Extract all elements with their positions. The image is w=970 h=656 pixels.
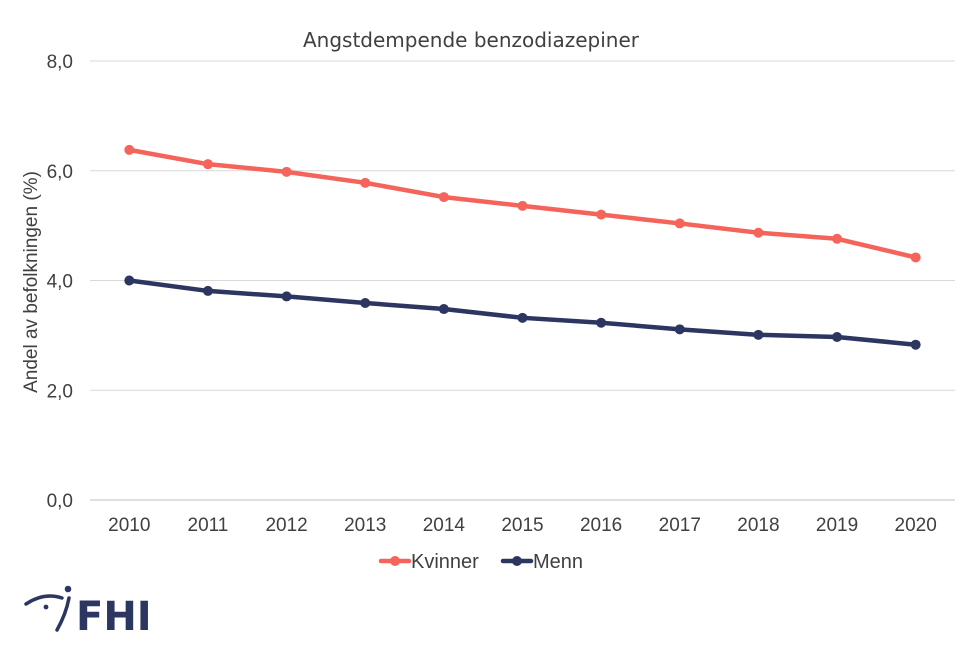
data-point (753, 329, 764, 340)
data-point (910, 339, 921, 350)
x-tick-label: 2015 (501, 515, 543, 536)
series-group (124, 144, 921, 350)
data-point (674, 324, 685, 335)
fhi-logo-icon (24, 585, 72, 632)
data-point (360, 177, 371, 188)
x-tick-label: 2017 (659, 515, 701, 536)
data-point (753, 227, 764, 238)
data-point (281, 291, 292, 302)
data-point (832, 332, 843, 343)
y-tick-label: 2,0 (47, 381, 73, 402)
data-point (674, 218, 685, 229)
fhi-logo-text: FHI (76, 594, 152, 640)
data-point (596, 209, 607, 220)
data-point (281, 166, 292, 177)
x-tick-label: 2016 (580, 515, 622, 536)
x-tick-label: 2011 (188, 515, 229, 536)
legend-swatch-marker (512, 556, 522, 566)
legend-item-menn: Menn (500, 551, 583, 573)
legend: Kvinner Menn (378, 551, 583, 573)
series-line-menn (127, 278, 918, 347)
data-point (517, 200, 528, 211)
legend-item-kvinner: Kvinner (378, 551, 479, 573)
x-tick-label: 2014 (423, 515, 466, 536)
data-point (360, 297, 371, 308)
x-tick-label: 2013 (344, 515, 386, 536)
chart-title: Angstdempende benzodiazepiner (303, 28, 640, 52)
y-tick-label: 8,0 (47, 52, 73, 73)
data-point (124, 144, 135, 155)
y-tick-label: 6,0 (47, 162, 73, 183)
data-point (517, 312, 528, 323)
legend-label: Kvinner (411, 551, 479, 573)
y-tick-label: 4,0 (47, 272, 73, 293)
data-point (438, 192, 449, 203)
data-point (596, 317, 607, 328)
y-axis-ticks: 0,0 2,0 4,0 6,0 8,0 (47, 52, 73, 512)
data-point (124, 275, 135, 286)
fhi-logo: FHI (24, 585, 152, 640)
data-point (832, 233, 843, 244)
legend-label: Menn (533, 551, 583, 573)
x-tick-label: 2018 (737, 515, 779, 536)
data-point (202, 159, 213, 170)
data-point (202, 285, 213, 296)
x-tick-label: 2010 (108, 515, 150, 536)
x-tick-label: 2019 (816, 515, 858, 536)
series-menn (124, 275, 921, 350)
data-point (910, 252, 921, 263)
grid (90, 60, 955, 501)
x-tick-label: 2020 (895, 515, 937, 536)
y-tick-label: 0,0 (47, 491, 73, 512)
data-point (438, 304, 449, 315)
x-axis-ticks: 2010 2011 2012 2013 2014 2015 2016 2017 2018 2019… (108, 515, 937, 536)
series-kvinner (124, 144, 921, 263)
x-tick-label: 2012 (265, 515, 307, 536)
y-axis-title: Andel av befolkningen (%) (21, 171, 42, 393)
legend-swatch-marker (390, 556, 400, 566)
